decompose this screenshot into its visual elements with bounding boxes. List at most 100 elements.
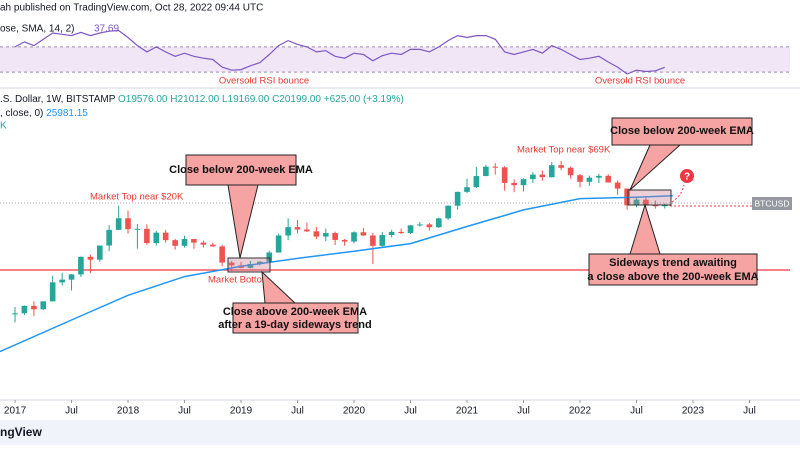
- x-tick-label: 2023: [682, 406, 705, 417]
- candle-body: [228, 262, 235, 266]
- candle-body: [40, 301, 47, 310]
- candle-body: [294, 227, 301, 230]
- rsi-line: [14, 29, 665, 75]
- candle-body: [388, 231, 395, 236]
- candle-body: [266, 252, 273, 262]
- candle-body: [520, 179, 527, 186]
- candle-body: [191, 238, 197, 243]
- candle-body: [172, 240, 178, 246]
- candle-body: [162, 232, 169, 241]
- x-tick-label: Jul: [65, 406, 78, 417]
- ema-value: 25981.15: [46, 108, 88, 119]
- candle-body: [144, 228, 150, 244]
- candle-body: [21, 305, 28, 314]
- callout: [232, 302, 359, 334]
- legend-change: +625.00 (+3.19%): [324, 94, 404, 105]
- callout-text: a close above the 200-week EMA: [587, 271, 758, 283]
- candle-body: [313, 231, 320, 237]
- legend-low: L19169.00: [222, 94, 270, 105]
- candle-body: [341, 239, 348, 242]
- candle-body: [275, 235, 282, 253]
- candle-body: [322, 233, 329, 237]
- x-tick-label: 2017: [4, 406, 27, 417]
- callout-text: Close below 200-week EMA: [610, 125, 754, 137]
- ema-label: , close, 0) 25981.15: [0, 108, 88, 119]
- x-tick-label: 2022: [569, 406, 592, 417]
- candle-body: [652, 205, 659, 207]
- candle-body: [454, 191, 461, 206]
- rsi-value: 37.69: [94, 24, 119, 35]
- candle-body: [577, 175, 583, 182]
- ema-line: [0, 195, 673, 353]
- x-tick-label: Jul: [178, 406, 191, 417]
- candle-body: [379, 235, 386, 246]
- legend-close: C20199.00: [272, 94, 321, 105]
- candle-body: [605, 175, 612, 183]
- arrow: [671, 184, 685, 203]
- footer-bar: [0, 420, 800, 445]
- x-tick-label: Jul: [291, 406, 304, 417]
- footer: ngView: [0, 425, 42, 439]
- x-tick-label: Jul: [517, 406, 530, 417]
- candle-body: [473, 176, 480, 188]
- candle-body: [360, 232, 367, 236]
- candle-body: [49, 282, 56, 302]
- candle-body: [539, 174, 546, 178]
- candle-body: [332, 233, 338, 240]
- annotation: Oversold RSI bounce: [219, 76, 309, 87]
- publisher: ah published on TradingView.com, Oct 28,…: [0, 3, 263, 14]
- candle-body: [558, 165, 564, 168]
- x-tick-label: 2018: [117, 406, 140, 417]
- range-box: [627, 189, 672, 206]
- candle-body: [661, 204, 668, 207]
- rsi-label: ose, SMA, 14, 2): [0, 24, 74, 35]
- range-box: [227, 257, 271, 273]
- candle-body: [407, 225, 414, 234]
- candle-body: [115, 218, 122, 230]
- candle-body: [285, 227, 291, 236]
- x-tick-label: Jul: [630, 406, 643, 417]
- candle-body: [567, 167, 574, 176]
- x-tick-label: 2020: [343, 406, 366, 417]
- candle-body: [398, 231, 404, 234]
- legend-symbol: .S. Dollar, 1W, BITSTAMP O19576.00 H2101…: [0, 94, 404, 105]
- candle-body: [134, 228, 141, 230]
- annotation: Market Bottom: [208, 275, 270, 286]
- candle-body: [445, 205, 451, 219]
- candle-body: [12, 313, 18, 315]
- candle-body: [501, 167, 508, 183]
- candle-body: [417, 224, 423, 226]
- candle-body: [614, 182, 621, 189]
- candle-body: [106, 229, 112, 246]
- candle-body: [483, 166, 489, 177]
- candle-body: [200, 242, 207, 245]
- candle-body: [548, 165, 555, 178]
- x-tick-label: Jul: [743, 406, 756, 417]
- candle-body: [511, 182, 517, 186]
- rsi-band: [0, 46, 790, 73]
- callout-text: Sideways trend awaiting: [609, 257, 737, 269]
- candle-body: [87, 256, 94, 260]
- annotation: Market Top near $69K: [517, 145, 611, 156]
- candle-body: [426, 224, 433, 228]
- candle-body: [181, 238, 188, 246]
- candle-body: [530, 174, 536, 180]
- callout-text: after a 19-day sideways trend: [218, 319, 371, 331]
- candle-body: [78, 256, 84, 275]
- legend-high: H21012.00: [170, 94, 219, 105]
- callout-text: Close above 200-week EMA: [223, 306, 367, 318]
- legend-symbol: .S. Dollar, 1W, BITSTAMP: [0, 94, 116, 105]
- annotation: Market Top near $20K: [90, 192, 184, 203]
- legend-open: O19576.00: [118, 94, 168, 105]
- candle-body: [31, 305, 37, 310]
- question-icon: [680, 169, 694, 183]
- candle-body: [219, 246, 225, 263]
- callout: [588, 253, 758, 286]
- annotation: Oversold RSI bounce: [595, 76, 685, 87]
- candle-body: [68, 274, 75, 280]
- callout: [611, 117, 753, 146]
- symbol-tag: BTCUSD: [755, 198, 790, 208]
- candle-body: [209, 244, 216, 247]
- callout: [185, 154, 297, 186]
